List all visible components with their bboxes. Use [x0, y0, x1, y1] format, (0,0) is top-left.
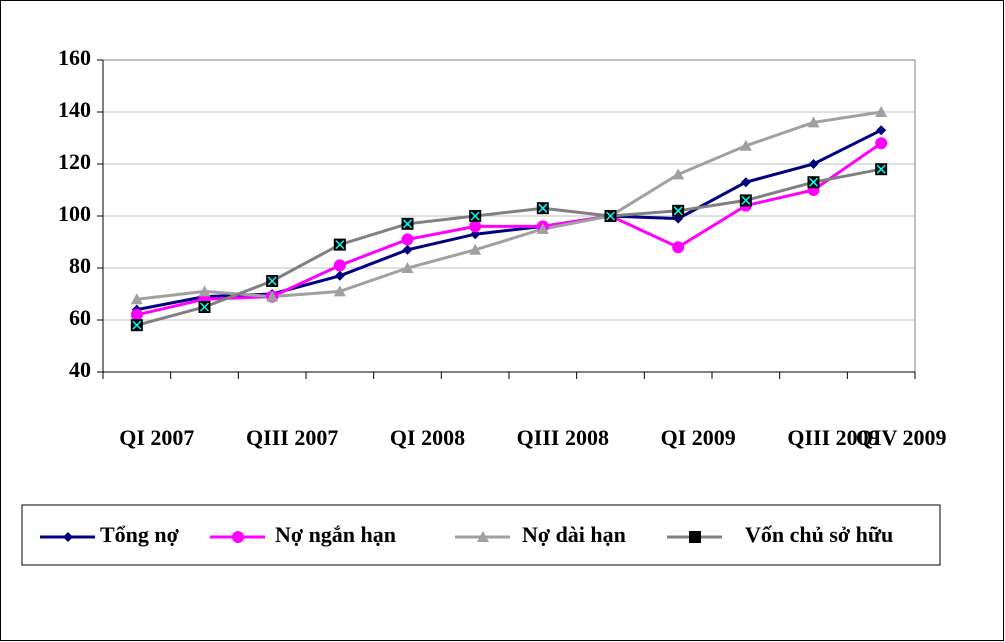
- legend-label: Nợ dài hạn: [522, 522, 626, 547]
- x-tick-label: QI 2009: [661, 425, 736, 450]
- point-marker: [130, 308, 143, 321]
- point-marker: [469, 220, 482, 233]
- point-cross: [605, 211, 616, 221]
- point-marker: [739, 139, 752, 151]
- point-marker: [875, 137, 888, 150]
- y-tick-label: 100: [58, 201, 91, 226]
- point-marker: [334, 270, 345, 281]
- x-tick-label: QIV 2009: [856, 425, 947, 450]
- y-tick-label: 140: [58, 97, 91, 122]
- x-tick-label: QIII 2009: [787, 425, 879, 450]
- point-marker: [672, 241, 685, 254]
- point-marker: [198, 285, 211, 297]
- point-marker: [672, 168, 685, 180]
- point-marker: [401, 233, 414, 246]
- y-tick-label: 160: [58, 45, 91, 70]
- y-tick-label: 60: [69, 305, 91, 330]
- point-marker: [807, 116, 820, 128]
- x-tick-label: QIII 2008: [517, 425, 609, 450]
- point-marker: [401, 262, 414, 273]
- point-marker: [333, 285, 346, 297]
- point-marker: [536, 223, 549, 234]
- series-line: [136, 110, 882, 301]
- point-marker: [740, 177, 751, 188]
- legend-label: Vốn chủ sở hữu: [745, 522, 893, 547]
- point-marker: [130, 293, 143, 305]
- x-tick-label: QIII 2007: [246, 425, 338, 450]
- point-cross: [402, 219, 413, 229]
- legend-marker: [477, 531, 489, 542]
- legend-marker: [232, 531, 244, 543]
- point-cross: [673, 206, 683, 216]
- point-marker: [402, 244, 413, 255]
- point-marker: [469, 243, 482, 255]
- x-tick-label: QI 2008: [390, 425, 465, 450]
- y-tick-label: 120: [58, 149, 91, 174]
- point-marker: [333, 259, 346, 272]
- series-line: [136, 167, 882, 327]
- point-cross: [267, 276, 277, 286]
- x-tick-label: QI 2007: [119, 425, 194, 450]
- legend-marker: [689, 531, 701, 543]
- y-tick-label: 80: [69, 253, 91, 278]
- y-tick-label: 40: [69, 357, 91, 382]
- point-cross: [808, 177, 819, 187]
- point-cross: [741, 195, 751, 205]
- point-marker: [876, 125, 887, 136]
- point-cross: [335, 240, 345, 250]
- point-marker: [875, 106, 888, 117]
- legend-marker: [63, 532, 73, 542]
- point-marker: [808, 159, 819, 169]
- point-cross: [538, 203, 548, 213]
- point-marker: [266, 290, 279, 302]
- point-cross: [199, 302, 210, 312]
- point-cross: [470, 211, 480, 221]
- point-cross: [132, 320, 142, 330]
- legend-label: Tổng nợ: [100, 522, 180, 547]
- point-cross: [876, 164, 886, 174]
- legend-label: Nợ ngắn hạn: [275, 522, 396, 547]
